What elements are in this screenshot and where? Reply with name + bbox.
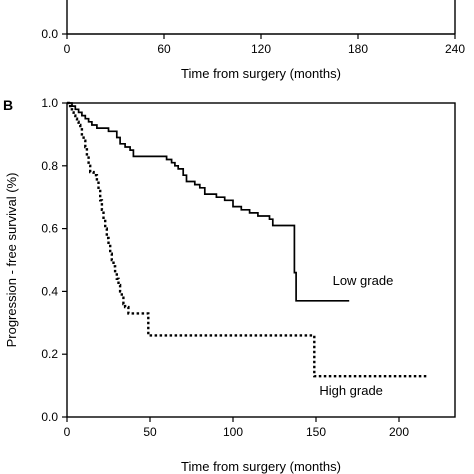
panel-b-y-axis-label: Progression - free survival (%) — [4, 173, 19, 348]
panel-b-x-tick-label: 0 — [64, 425, 71, 439]
panel-b-y-tick-label: 0.8 — [41, 159, 58, 173]
series-line-low-grade — [67, 102, 350, 302]
panel-b-x-tick-label: 150 — [306, 425, 326, 439]
panel-b-x-tick-label: 200 — [389, 425, 409, 439]
panel-b: B 0 50 100 150 200 0.0 0.2 0.4 0.6 0.8 1.0 Low gr… — [3, 96, 456, 474]
panel-b-x-axis-label: Time from surgery (months) — [181, 459, 341, 474]
panel-b-y-tick-label: 0.4 — [41, 284, 58, 298]
panel-b-annotations: Low grade High grade — [319, 273, 393, 398]
panel-b-x-ticks: 0 50 100 150 200 — [64, 417, 409, 439]
series-line-high-grade — [67, 101, 428, 378]
panel-b-series — [67, 101, 428, 378]
panel-a-y-ticks: 0.0 — [41, 27, 67, 41]
panel-a-x-tick-label: 240 — [445, 42, 465, 56]
panel-a-x-tick-label: 60 — [157, 42, 171, 56]
panel-b-plot-frame — [66, 102, 456, 418]
panel-b-x-tick-label: 100 — [223, 425, 243, 439]
panel-a-x-tick-label: 0 — [64, 42, 71, 56]
panel-a-x-ticks: 0 60 120 180 240 — [64, 34, 465, 56]
series-annotation-label: High grade — [319, 383, 383, 398]
panel-b-label: B — [3, 97, 13, 113]
panel-b-y-tick-label: 1.0 — [41, 96, 58, 110]
panel-b-y-ticks: 0.0 0.2 0.4 0.6 0.8 1.0 — [41, 96, 67, 424]
panel-b-y-tick-label: 0.2 — [41, 347, 58, 361]
panel-a-x-tick-label: 120 — [251, 42, 271, 56]
series-annotation-label: Low grade — [333, 273, 394, 288]
panel-a: 0 60 120 180 240 0.0 Time from surgery (mont… — [41, 0, 465, 81]
panel-b-y-tick-label: 0.0 — [41, 410, 58, 424]
panel-a-y-tick-label: 0.0 — [41, 27, 58, 41]
panel-b-y-tick-label: 0.6 — [41, 222, 58, 236]
panel-b-x-tick-label: 50 — [143, 425, 157, 439]
panel-a-x-tick-label: 180 — [348, 42, 368, 56]
panel-a-x-axis-label: Time from surgery (months) — [181, 66, 341, 81]
